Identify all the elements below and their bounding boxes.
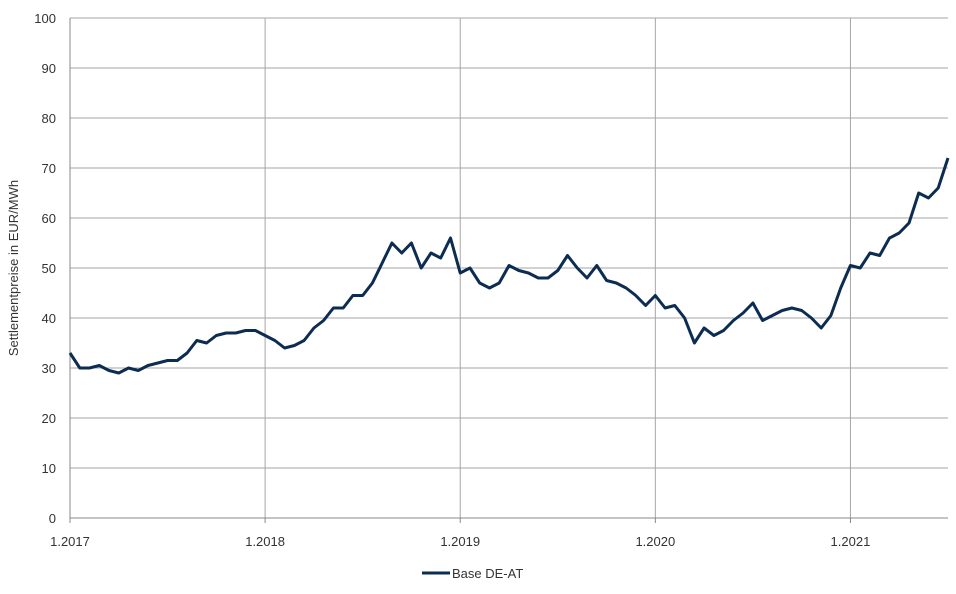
x-tick-label: 1.2021 <box>831 534 871 549</box>
x-tick-label: 1.2017 <box>50 534 90 549</box>
y-tick-label: 10 <box>42 461 56 476</box>
y-tick-label: 50 <box>42 261 56 276</box>
legend-label: Base DE-AT <box>452 566 523 581</box>
y-tick-label: 40 <box>42 311 56 326</box>
y-tick-label: 0 <box>49 511 56 526</box>
y-tick-label: 100 <box>34 11 56 26</box>
y-tick-label: 70 <box>42 161 56 176</box>
y-axis-label: Settlementpreise in EUR/MWh <box>6 180 21 356</box>
x-tick-label: 1.2020 <box>635 534 675 549</box>
y-tick-label: 60 <box>42 211 56 226</box>
y-tick-label: 30 <box>42 361 56 376</box>
x-tick-label: 1.2018 <box>245 534 285 549</box>
y-tick-label: 90 <box>42 61 56 76</box>
line <box>68 157 950 375</box>
y-tick-label: 80 <box>42 111 56 126</box>
x-tick-label: 1.2019 <box>440 534 480 549</box>
y-tick-label: 20 <box>42 411 56 426</box>
